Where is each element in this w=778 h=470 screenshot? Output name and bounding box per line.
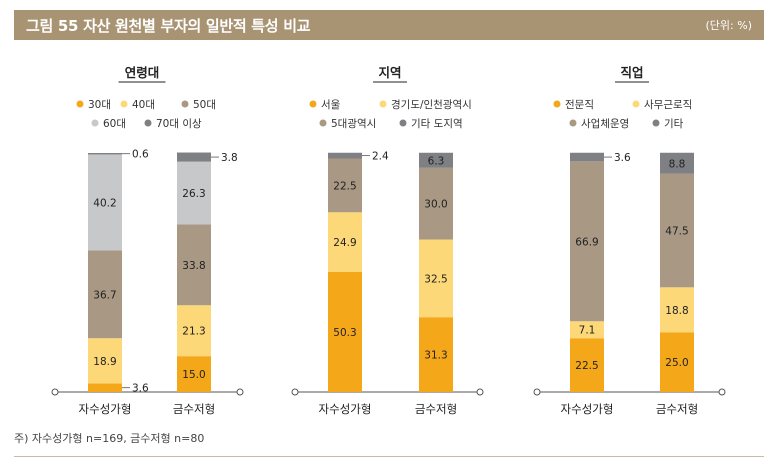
data-label-0-0-1: 18.9 — [93, 356, 116, 368]
legend-label-0-3: 60대 — [103, 118, 126, 130]
legend-marker-0-4 — [144, 119, 152, 127]
bottom-divider — [14, 456, 764, 457]
bar-segment-2-1-2 — [660, 173, 694, 288]
data-label-1-1-1: 32.5 — [424, 273, 447, 285]
legend-marker-0-0 — [76, 100, 84, 108]
legend-label-1-1: 경기도/인천광역시 — [391, 98, 472, 111]
legend-marker-0-3 — [91, 119, 99, 127]
legend-label-2-1: 사무근로직 — [644, 99, 692, 111]
category-label-2-0: 자수성가형 — [561, 402, 614, 416]
x-axis-start-0 — [51, 388, 59, 396]
category-label-1-1: 금수저형 — [415, 402, 457, 416]
bar-segment-2-1-3 — [660, 152, 694, 174]
data-label-1-1-3: 6.3 — [428, 155, 445, 167]
bar-segment-2-1-1 — [660, 287, 694, 333]
data-label-2-0-1: 7.1 — [579, 325, 596, 337]
legend-marker-1-0 — [309, 100, 317, 108]
category-label-0-1: 금수저형 — [173, 402, 215, 416]
bar-segment-1-1-0 — [419, 317, 453, 392]
data-label-0-1-1: 21.3 — [182, 326, 205, 338]
data-label-2-0-3: 3.6 — [614, 152, 631, 164]
data-label-1-0-1: 24.9 — [333, 237, 356, 249]
figure-header: 그림 55 자산 원천별 부자의 일반적 특성 비교 (단위: %) — [14, 10, 764, 40]
figure-title: 그림 55 자산 원천별 부자의 일반적 특성 비교 — [26, 16, 311, 35]
data-label-0-1-2: 33.8 — [182, 260, 205, 272]
bar-segment-0-1-2 — [177, 224, 211, 306]
bar-segment-2-0-3 — [570, 152, 604, 162]
bar-segment-0-1-0 — [177, 356, 211, 392]
data-label-1-1-0: 31.3 — [424, 350, 447, 362]
chart-title-2: 직업 — [620, 65, 643, 80]
bar-segment-1-1-1 — [419, 239, 453, 318]
data-label-0-1-4: 3.8 — [221, 152, 238, 164]
legend-marker-0-1 — [120, 100, 128, 108]
legend-marker-2-0 — [553, 100, 561, 108]
data-label-2-1-3: 8.8 — [669, 158, 686, 170]
legend-label-2-2: 사업체운영 — [581, 117, 629, 130]
data-label-0-0-4: 0.6 — [132, 149, 149, 161]
chart-title-0: 연령대 — [125, 65, 160, 80]
data-label-0-1-3: 26.3 — [182, 188, 205, 200]
legend-marker-2-1 — [632, 100, 640, 108]
data-label-1-0-3: 2.4 — [372, 151, 389, 163]
bar-segment-2-0-1 — [570, 321, 604, 339]
legend-marker-0-2 — [181, 100, 189, 108]
data-label-0-1-0: 15.0 — [182, 369, 205, 381]
legend-marker-1-3 — [399, 119, 407, 127]
x-axis-start-2 — [533, 388, 541, 396]
data-label-2-1-0: 25.0 — [665, 357, 688, 369]
bar-segment-2-1-0 — [660, 332, 694, 392]
data-label-2-0-2: 66.9 — [575, 236, 598, 248]
bar-segment-1-0-0 — [328, 271, 362, 392]
x-axis-end-2 — [718, 388, 726, 396]
bar-segment-0-0-4 — [88, 153, 122, 155]
data-label-2-1-1: 18.8 — [665, 305, 688, 317]
bar-segment-2-0-2 — [570, 161, 604, 322]
data-label-0-0-0: 3.6 — [132, 383, 149, 395]
bar-segment-1-0-3 — [328, 152, 362, 159]
legend-marker-2-2 — [569, 119, 577, 127]
bar-segment-1-1-2 — [419, 167, 453, 240]
footnote: 주) 자수성가형 n=169, 금수저형 n=80 — [14, 432, 205, 445]
unit-label: (단위: %) — [705, 19, 752, 32]
legend-marker-1-2 — [319, 119, 327, 127]
bar-segment-2-0-0 — [570, 338, 604, 392]
legend-label-2-3: 기타 — [664, 118, 684, 130]
bar-segment-0-1-4 — [177, 152, 211, 162]
data-label-0-0-2: 36.7 — [93, 289, 116, 301]
bar-segment-0-1-3 — [177, 161, 211, 225]
data-label-2-1-2: 47.5 — [665, 226, 688, 238]
legend-label-1-2: 5대광역시 — [331, 118, 376, 130]
legend-label-0-0: 30대 — [88, 99, 111, 111]
bar-segment-0-1-1 — [177, 305, 211, 357]
category-label-0-0: 자수성가형 — [79, 402, 132, 416]
legend-marker-1-1 — [379, 100, 387, 108]
chart-title-1: 지역 — [378, 65, 401, 80]
legend-label-0-1: 40대 — [132, 99, 155, 111]
data-label-0-0-3: 40.2 — [93, 197, 116, 209]
data-label-1-0-0: 50.3 — [333, 327, 356, 339]
x-axis-end-1 — [476, 388, 484, 396]
legend-marker-2-3 — [652, 119, 660, 127]
category-label-1-0: 자수성가형 — [319, 402, 372, 416]
bar-segment-1-1-3 — [419, 152, 453, 168]
data-label-1-1-2: 30.0 — [424, 199, 447, 211]
x-axis-start-1 — [291, 388, 299, 396]
bar-segment-0-0-0 — [88, 383, 122, 392]
bar-segment-1-0-2 — [328, 158, 362, 213]
legend-label-1-0: 서울 — [321, 99, 341, 111]
bar-segment-0-0-3 — [88, 154, 122, 251]
bar-segment-1-0-1 — [328, 212, 362, 272]
bar-segment-0-0-2 — [88, 250, 122, 339]
legend-label-1-3: 기타 도지역 — [411, 118, 463, 130]
bar-segment-0-0-1 — [88, 338, 122, 384]
x-axis-end-0 — [236, 388, 244, 396]
legend-label-0-2: 50대 — [193, 99, 216, 111]
data-label-1-0-2: 22.5 — [333, 180, 356, 192]
legend-label-2-0: 전문직 — [565, 99, 594, 111]
data-label-2-0-0: 22.5 — [575, 360, 598, 372]
category-label-2-1: 금수저형 — [656, 402, 698, 416]
legend-label-0-4: 70대 이상 — [156, 118, 202, 130]
